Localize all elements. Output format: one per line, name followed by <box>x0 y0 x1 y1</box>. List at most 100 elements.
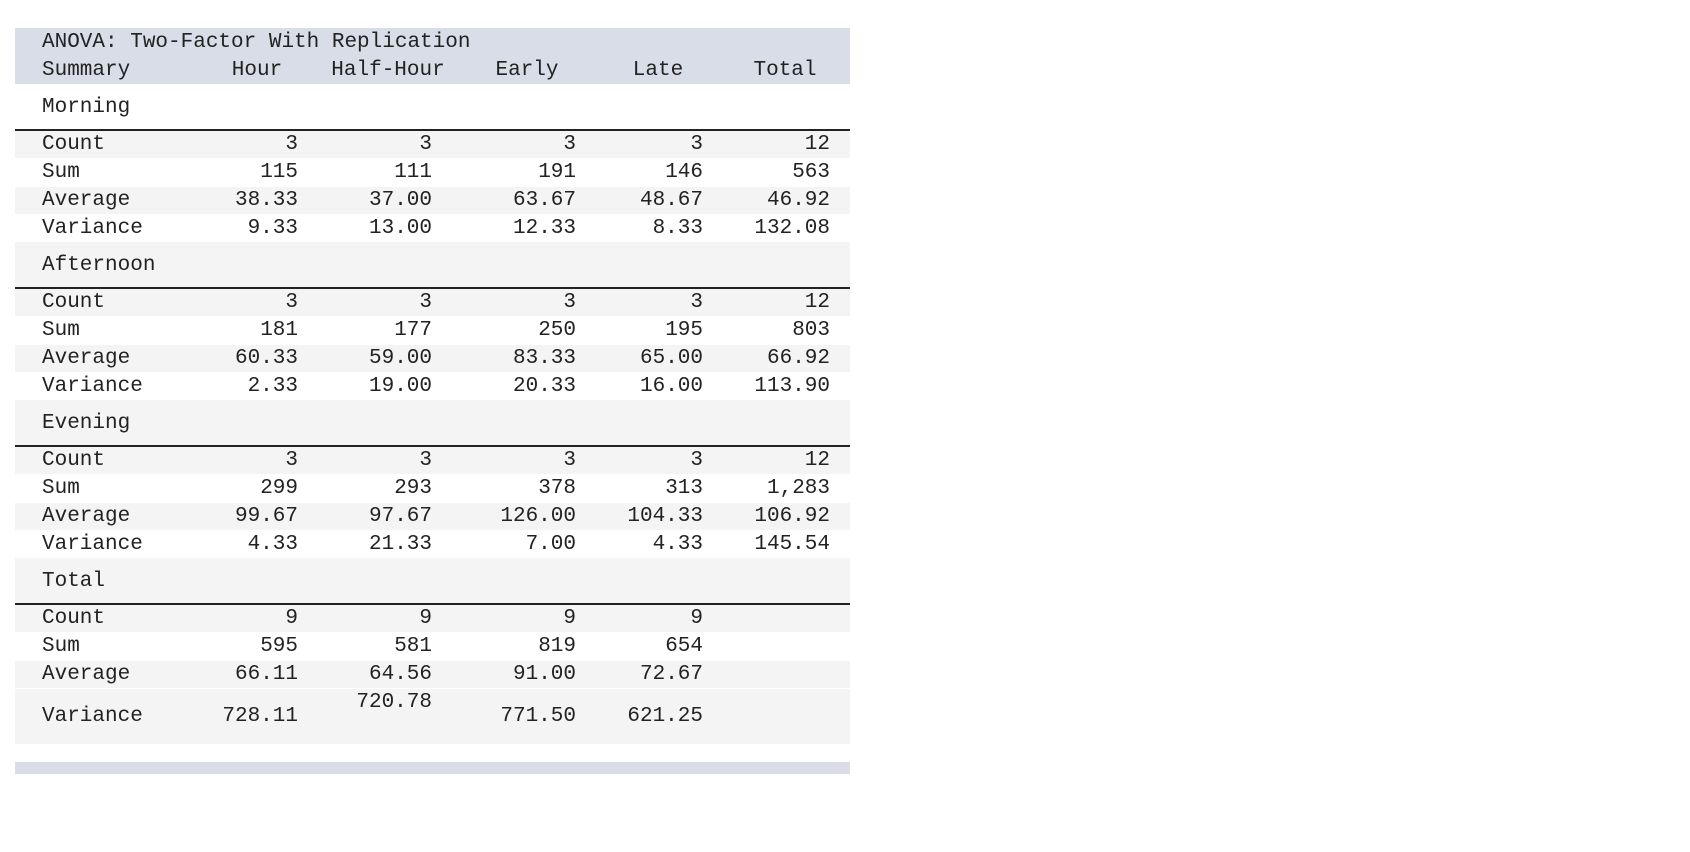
column-header: Half-Hour <box>331 59 445 82</box>
cell-value: 9.33 <box>247 217 298 240</box>
row-bg <box>15 345 850 372</box>
cell-value: 13.00 <box>368 217 432 240</box>
cell-value: 91.00 <box>512 663 576 686</box>
group-label: Afternoon <box>42 254 156 277</box>
cell-value: 115 <box>260 161 298 184</box>
cell-value: 195 <box>665 319 703 342</box>
cell-value: 3 <box>563 133 576 156</box>
row-label: Sum <box>42 319 80 342</box>
row-bg <box>15 558 850 604</box>
cell-value: 313 <box>665 477 703 500</box>
column-header: Early <box>495 59 559 82</box>
cell-value: 250 <box>538 319 576 342</box>
row-bg <box>15 131 850 158</box>
cell-value: 9 <box>419 607 432 630</box>
cell-value: 7.00 <box>525 533 576 556</box>
cell-value: 16.00 <box>639 375 703 398</box>
cell-value: 3 <box>690 449 703 472</box>
header-band <box>15 28 850 84</box>
cell-value: 66.92 <box>766 347 830 370</box>
cell-value: 46.92 <box>766 189 830 212</box>
cell-value: 3 <box>285 291 298 314</box>
row-label: Average <box>42 663 131 686</box>
row-label: Sum <box>42 477 80 500</box>
group-label: Total <box>42 570 106 593</box>
cell-value: 621.25 <box>627 705 703 728</box>
column-header: Summary <box>42 59 131 82</box>
cell-value: 19.00 <box>368 375 432 398</box>
cell-value: 3 <box>285 133 298 156</box>
cell-value: 3 <box>285 449 298 472</box>
cell-value: 1,283 <box>766 477 830 500</box>
cell-value: 145.54 <box>754 533 830 556</box>
cell-value: 48.67 <box>639 189 703 212</box>
cell-value: 21.33 <box>368 533 432 556</box>
cell-value: 819 <box>538 635 576 658</box>
row-bg <box>15 289 850 316</box>
group-rule <box>15 603 850 605</box>
cell-value: 65.00 <box>639 347 703 370</box>
cell-value: 111 <box>394 161 432 184</box>
row-label: Count <box>42 607 106 630</box>
cell-value: 9 <box>690 607 703 630</box>
cell-value: 720.78 <box>356 691 432 714</box>
column-header: Hour <box>231 59 283 82</box>
cell-value: 293 <box>394 477 432 500</box>
cell-value: 9 <box>285 607 298 630</box>
cell-value: 12 <box>804 133 830 156</box>
row-label: Sum <box>42 161 80 184</box>
group-rule <box>15 129 850 131</box>
cell-value: 803 <box>792 319 830 342</box>
cell-value: 64.56 <box>368 663 432 686</box>
cell-value: 3 <box>563 449 576 472</box>
row-bg <box>15 242 850 288</box>
row-label: Average <box>42 505 131 528</box>
row-bg <box>15 400 850 446</box>
cell-value: 146 <box>665 161 703 184</box>
row-label: Sum <box>42 635 80 658</box>
row-label: Count <box>42 133 106 156</box>
cell-value: 563 <box>792 161 830 184</box>
cell-value: 99.67 <box>234 505 298 528</box>
cell-value: 72.67 <box>639 663 703 686</box>
row-label: Count <box>42 291 106 314</box>
cell-value: 38.33 <box>234 189 298 212</box>
row-label: Average <box>42 189 131 212</box>
cell-value: 595 <box>260 635 298 658</box>
cell-value: 4.33 <box>652 533 703 556</box>
row-label: Average <box>42 347 131 370</box>
table-title: ANOVA: Two-Factor With Replication <box>42 31 471 54</box>
cell-value: 191 <box>538 161 576 184</box>
row-label: Variance <box>42 375 143 398</box>
cell-value: 106.92 <box>754 505 830 528</box>
cell-value: 12 <box>804 449 830 472</box>
cell-value: 83.33 <box>512 347 576 370</box>
row-bg <box>15 605 850 632</box>
cell-value: 97.67 <box>368 505 432 528</box>
column-header: Late <box>632 59 684 82</box>
cell-value: 3 <box>690 291 703 314</box>
group-rule <box>15 445 850 447</box>
cell-value: 378 <box>538 477 576 500</box>
row-bg <box>15 447 850 474</box>
row-label: Variance <box>42 217 143 240</box>
cell-value: 3 <box>419 291 432 314</box>
cell-value: 3 <box>563 291 576 314</box>
cell-value: 66.11 <box>234 663 298 686</box>
cell-value: 63.67 <box>512 189 576 212</box>
row-label: Variance <box>42 533 143 556</box>
cell-value: 12 <box>804 291 830 314</box>
cell-value: 581 <box>394 635 432 658</box>
row-bg <box>15 187 850 214</box>
cell-value: 8.33 <box>652 217 703 240</box>
footer-band <box>15 762 850 774</box>
cell-value: 3 <box>419 449 432 472</box>
cell-value: 132.08 <box>754 217 830 240</box>
cell-value: 3 <box>419 133 432 156</box>
cell-value: 654 <box>665 635 703 658</box>
cell-value: 4.33 <box>247 533 298 556</box>
row-label: Variance <box>42 705 143 728</box>
row-bg <box>15 689 850 744</box>
cell-value: 104.33 <box>627 505 703 528</box>
